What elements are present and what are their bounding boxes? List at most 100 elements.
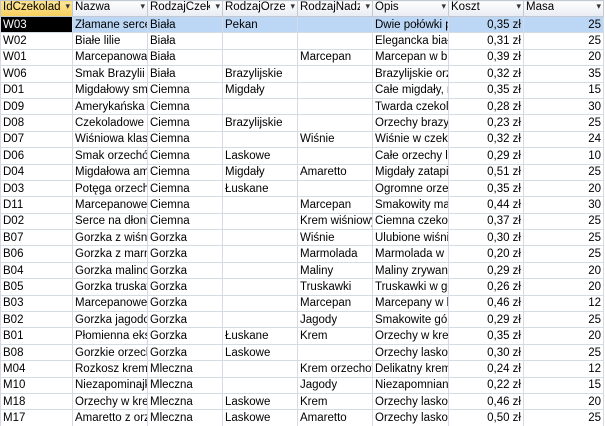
table-cell[interactable]: 25 xyxy=(523,163,604,181)
table-cell[interactable]: Marcepan xyxy=(297,196,373,214)
table-cell[interactable] xyxy=(222,311,298,329)
table-cell[interactable]: M17 xyxy=(0,409,73,426)
table-cell[interactable]: 20 xyxy=(523,327,604,345)
table-cell[interactable]: Orzechy brazylij xyxy=(372,114,449,132)
table-cell[interactable]: Gorzka malinov xyxy=(72,261,148,280)
table-cell[interactable] xyxy=(297,147,373,165)
table-cell[interactable]: Pekan xyxy=(222,15,298,34)
table-cell[interactable]: Ciemna xyxy=(147,81,223,99)
table-cell[interactable]: 0,30 zł xyxy=(448,229,524,247)
table-cell[interactable]: Ciemna xyxy=(147,163,223,181)
table-cell[interactable]: D09 xyxy=(0,97,73,116)
table-cell[interactable]: 20 xyxy=(523,48,604,67)
table-cell[interactable] xyxy=(222,294,298,313)
table-row[interactable]: M04 Rozkosz kremu Mleczna Krem orzechow Deli… xyxy=(0,360,604,378)
table-cell[interactable]: Migdałowy sma xyxy=(72,81,148,99)
table-cell[interactable]: Gorzka jagodov xyxy=(72,311,148,329)
table-cell[interactable]: Wiśnie xyxy=(297,130,373,149)
table-cell[interactable]: D06 xyxy=(0,147,73,165)
table-cell[interactable]: 24 xyxy=(523,130,604,149)
table-cell[interactable]: 25 xyxy=(523,15,604,34)
table-cell[interactable]: Gorzka z wiśnia xyxy=(72,229,148,247)
table-cell[interactable]: B02 xyxy=(0,311,73,329)
table-cell[interactable]: 30 xyxy=(523,97,604,116)
table-cell[interactable]: Krem xyxy=(297,392,373,411)
table-cell[interactable]: Gorzka xyxy=(147,229,223,247)
table-row[interactable]: B04 Gorzka malinov Gorzka Maliny Maliny zryw… xyxy=(0,261,604,280)
column-header[interactable]: RodzajNadzie ▾ xyxy=(297,0,373,17)
table-cell[interactable]: Smakowity mar xyxy=(372,196,449,214)
filter-arrow[interactable]: ▾ xyxy=(140,1,145,12)
table-row[interactable]: W03 Złamane serce Biała Pekan Dwie połówki p… xyxy=(0,15,604,34)
table-cell[interactable]: Amaretto xyxy=(297,163,373,181)
table-cell[interactable]: W03 xyxy=(0,15,73,34)
table-cell[interactable]: Marmolada xyxy=(297,245,373,263)
table-cell[interactable]: Płomienna ekst xyxy=(72,327,148,345)
table-cell[interactable]: Krem wiśniowy xyxy=(297,212,373,231)
table-cell[interactable]: Biała xyxy=(147,15,223,34)
table-cell[interactable]: D01 xyxy=(0,81,73,99)
table-cell[interactable] xyxy=(222,48,298,67)
table-cell[interactable] xyxy=(222,212,298,231)
table-cell[interactable]: W01 xyxy=(0,48,73,67)
table-cell[interactable]: 0,37 zł xyxy=(448,212,524,231)
table-cell[interactable]: Gorzka xyxy=(147,311,223,329)
table-cell[interactable]: Marcepanowe l xyxy=(72,294,148,313)
table-cell[interactable]: Migdałowa amb xyxy=(72,163,148,181)
table-cell[interactable]: W06 xyxy=(0,65,73,83)
table-cell[interactable]: 0,22 zł xyxy=(448,376,524,394)
table-cell[interactable]: 25 xyxy=(523,229,604,247)
table-cell[interactable]: 25 xyxy=(523,212,604,231)
table-cell[interactable]: Brazylijskie orze xyxy=(372,65,449,83)
table-cell[interactable]: Laskowe xyxy=(222,392,298,411)
table-cell[interactable]: Mleczna xyxy=(147,360,223,378)
table-cell[interactable]: 0,29 zł xyxy=(448,261,524,280)
table-cell[interactable]: B04 xyxy=(0,261,73,280)
table-cell[interactable]: Migdały xyxy=(222,81,298,99)
table-cell[interactable] xyxy=(222,196,298,214)
table-cell[interactable]: Ciemna xyxy=(147,179,223,198)
table-cell[interactable]: 10 xyxy=(523,147,604,165)
table-cell[interactable]: B08 xyxy=(0,343,73,362)
column-header[interactable]: IdCzekoladki ▾ xyxy=(0,0,73,17)
table-row[interactable]: B05 Gorzka truskaw Gorzka Truskawki Truskawk… xyxy=(0,278,604,296)
table-cell[interactable]: M18 xyxy=(0,392,73,411)
table-cell[interactable]: Gorzka xyxy=(147,278,223,296)
table-cell[interactable]: Truskawki w go xyxy=(372,278,449,296)
table-cell[interactable]: Serce na dłoni xyxy=(72,212,148,231)
table-cell[interactable]: B03 xyxy=(0,294,73,313)
table-row[interactable]: D04 Migdałowa amb Ciemna Migdały Amaretto Mig… xyxy=(0,163,604,181)
table-cell[interactable]: Orzechy laskow xyxy=(372,392,449,411)
table-cell[interactable]: Amerykańska pi xyxy=(72,97,148,116)
filter-arrow[interactable]: ▾ xyxy=(215,1,220,12)
column-header[interactable]: Koszt ▾ xyxy=(448,0,524,17)
table-cell[interactable]: Twarda czekola xyxy=(372,97,449,116)
table-cell[interactable]: Gorzka xyxy=(147,245,223,263)
table-cell[interactable]: Amaretto xyxy=(297,409,373,426)
table-cell[interactable]: 25 xyxy=(523,114,604,132)
table-cell[interactable] xyxy=(297,15,373,34)
table-cell[interactable]: Orzechy w krem xyxy=(72,392,148,411)
table-cell[interactable]: 0,35 zł xyxy=(448,327,524,345)
table-cell[interactable]: Dwie połówki p xyxy=(372,15,449,34)
table-cell[interactable]: Łuskane xyxy=(222,327,298,345)
table-cell[interactable]: Ciemna xyxy=(147,212,223,231)
table-cell[interactable]: D07 xyxy=(0,130,73,149)
column-header[interactable]: Nazwa ▾ xyxy=(72,0,148,17)
table-cell[interactable]: Gorzka xyxy=(147,343,223,362)
table-cell[interactable]: Gorzka xyxy=(147,261,223,280)
table-cell[interactable] xyxy=(222,32,298,50)
table-cell[interactable]: 0,20 zł xyxy=(448,245,524,263)
table-cell[interactable]: 15 xyxy=(523,81,604,99)
table-cell[interactable] xyxy=(222,229,298,247)
table-cell[interactable]: Smak Brazylii xyxy=(72,65,148,83)
table-cell[interactable]: Smakowite górs xyxy=(372,311,449,329)
table-cell[interactable]: Marcepan xyxy=(297,48,373,67)
table-cell[interactable]: Gorzka z marmo xyxy=(72,245,148,263)
table-row[interactable]: W06 Smak Brazylii Biała Brazylijskie Brazyli… xyxy=(0,65,604,83)
table-cell[interactable]: Migdały xyxy=(222,163,298,181)
table-cell[interactable]: Laskowe xyxy=(222,343,298,362)
table-cell[interactable] xyxy=(222,376,298,394)
table-cell[interactable]: 12 xyxy=(523,360,604,378)
